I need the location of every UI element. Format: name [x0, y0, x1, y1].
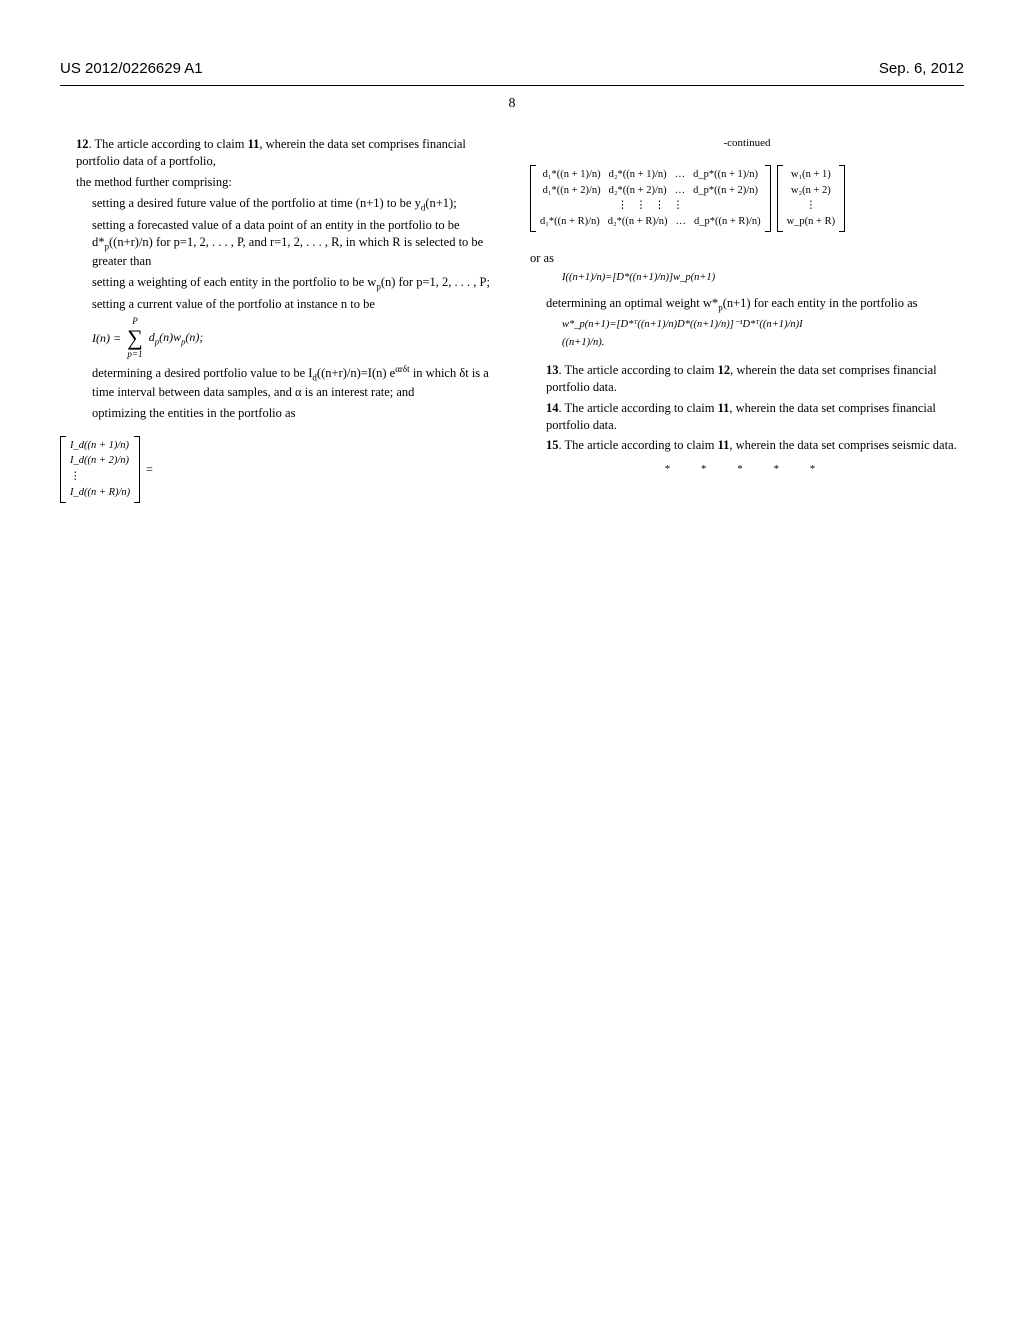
dm-31: ⋮ — [617, 198, 628, 214]
left-column: 12. The article according to claim 11, w… — [60, 136, 494, 517]
claim-15-num: 15 — [546, 438, 559, 452]
cm-r2: I_d((n + 2)/n) — [70, 453, 129, 469]
page-header: US 2012/0226629 A1 Sep. 6, 2012 — [60, 60, 964, 77]
claim-14: 14. The article according to claim 11, w… — [530, 400, 964, 434]
dm-13: … — [675, 167, 686, 183]
dm-12: d₂*((n + 1)/n) — [609, 167, 667, 183]
claim-15: 15. The article according to claim 11, w… — [530, 437, 964, 454]
sum-top: P — [132, 317, 138, 326]
dm-22: d₂*((n + 2)/n) — [609, 183, 667, 199]
dm-r4: d₁*((n + R)/n) d₂*((n + R)/n) … d_p*((n … — [540, 214, 761, 230]
wv-r4: w_p(n + R) — [787, 214, 836, 230]
claim-12: 12. The article according to claim 11, w… — [60, 136, 494, 170]
pub-date: Sep. 6, 2012 — [879, 60, 964, 77]
sum-b3: (n); — [185, 330, 203, 344]
step-e: determining a desired portfolio value to… — [60, 363, 494, 401]
dm-41: d₁*((n + R)/n) — [540, 214, 600, 230]
claim-15-tail: , wherein the data set comprises seismic… — [729, 438, 956, 452]
claim-12-body1: . The article according to claim — [89, 137, 248, 151]
wv-r2: w₂(n + 2) — [791, 183, 831, 199]
det-opt-text: determining an optimal weight w* — [546, 296, 718, 310]
step-b: setting a forecasted value of a data poi… — [60, 217, 494, 269]
dm-r2: d₁*((n + 2)/n) d₂*((n + 2)/n) … d_p*((n … — [540, 183, 761, 199]
det-opt-tail: (n+1) for each entity in the portfolio a… — [723, 296, 918, 310]
sigma-icon: ∑ P p=1 — [127, 327, 143, 349]
dm-11: d₁*((n + 1)/n) — [543, 167, 601, 183]
or-as: or as — [530, 250, 964, 267]
pub-number: US 2012/0226629 A1 — [60, 60, 203, 77]
claim-15-body: . The article according to claim — [559, 438, 718, 452]
eq-w-2: ((n+1)/n). — [530, 336, 964, 350]
two-column-layout: 12. The article according to claim 11, w… — [60, 136, 964, 517]
big-matrix-equation: d₁*((n + 1)/n) d₂*((n + 1)/n) … d_p*((n … — [530, 165, 964, 232]
dm-24: d_p*((n + 2)/n) — [693, 183, 758, 199]
dm-r1: d₁*((n + 1)/n) d₂*((n + 1)/n) … d_p*((n … — [540, 167, 761, 183]
right-bracket-icon — [765, 165, 771, 232]
claim-13-num: 13 — [546, 363, 559, 377]
step-d: setting a current value of the portfolio… — [60, 296, 494, 313]
cm-r4: I_d((n + R)/n) — [70, 485, 130, 501]
wv-r3: ⋮ — [806, 198, 817, 214]
dm-43: … — [676, 214, 687, 230]
sum-equation: I(n) = ∑ P p=1 dp(n)wp(n); — [92, 327, 494, 349]
step-a: setting a desired future value of the po… — [60, 195, 494, 214]
id-vector: I_d((n + 1)/n) I_d((n + 2)/n) ⋮ I_d((n +… — [60, 436, 140, 503]
continued-label: -continued — [530, 136, 964, 151]
wv-r1: w₁(n + 1) — [791, 167, 831, 183]
claim-15-ref: 11 — [718, 438, 730, 452]
d-matrix-body: d₁*((n + 1)/n) d₂*((n + 1)/n) … d_p*((n … — [536, 165, 765, 232]
step-e-sup: αrδt — [395, 364, 409, 374]
dm-42: d₂*((n + R)/n) — [608, 214, 668, 230]
step-a-tail: (n+1); — [425, 196, 456, 210]
sum-lhs: I(n) = — [92, 330, 121, 346]
dm-21: d₁*((n + 2)/n) — [543, 183, 601, 199]
dm-33: ⋮ — [654, 198, 665, 214]
end-stars: * * * * * — [530, 462, 964, 477]
method-line: the method further comprising: — [60, 174, 494, 191]
d-matrix: d₁*((n + 1)/n) d₂*((n + 1)/n) … d_p*((n … — [530, 165, 771, 232]
step-f: optimizing the entities in the portfolio… — [60, 405, 494, 422]
claim-14-body: . The article according to claim — [559, 401, 718, 415]
header-rule — [60, 85, 964, 86]
claim-13: 13. The article according to claim 12, w… — [530, 362, 964, 396]
equals-sign: = — [146, 461, 153, 477]
cm-r3: ⋮ — [70, 469, 81, 485]
eq-w-1: w*_p(n+1)=[D*ᵀ((n+1)/n)D*((n+1)/n)]⁻¹D*ᵀ… — [530, 318, 964, 332]
dm-44: d_p*((n + R)/n) — [694, 214, 761, 230]
column-vector-equation: I_d((n + 1)/n) I_d((n + 2)/n) ⋮ I_d((n +… — [60, 436, 494, 503]
claim-14-num: 14 — [546, 401, 559, 415]
id-vector-body: I_d((n + 1)/n) I_d((n + 2)/n) ⋮ I_d((n +… — [66, 436, 134, 503]
sum-body: dp(n)wp(n); — [149, 329, 204, 348]
step-a-text: setting a desired future value of the po… — [92, 196, 421, 210]
step-c-text: setting a weighting of each entity in th… — [92, 275, 376, 289]
step-e2: ((n+r)/n)=I(n) e — [317, 366, 395, 380]
sum-bot: p=1 — [127, 350, 142, 359]
det-opt: determining an optimal weight w*p(n+1) f… — [530, 295, 964, 314]
right-bracket-icon — [839, 165, 845, 232]
right-bracket-icon — [134, 436, 140, 503]
sum-b2: (n)w — [159, 330, 181, 344]
dm-r3: ⋮ ⋮ ⋮ ⋮ — [540, 198, 761, 214]
step-b-mid: ((n+r)/n) for p=1, 2, . . . , P, and r=1… — [92, 235, 483, 268]
w-vector-body: w₁(n + 1) w₂(n + 2) ⋮ w_p(n + R) — [783, 165, 840, 232]
claim-13-ref: 12 — [718, 363, 731, 377]
cm-r1: I_d((n + 1)/n) — [70, 438, 129, 454]
dm-34: ⋮ — [673, 198, 684, 214]
step-c: setting a weighting of each entity in th… — [60, 274, 494, 293]
w-vector: w₁(n + 1) w₂(n + 2) ⋮ w_p(n + R) — [777, 165, 846, 232]
page-number: 8 — [60, 96, 964, 112]
claim-14-ref: 11 — [718, 401, 730, 415]
dm-23: … — [675, 183, 686, 199]
step-e1: determining a desired portfolio value to… — [92, 366, 312, 380]
dm-32: ⋮ — [636, 198, 647, 214]
claim-12-num: 12 — [76, 137, 89, 151]
step-c-tail: (n) for p=1, 2, . . . , P; — [381, 275, 490, 289]
right-column: -continued d₁*((n + 1)/n) d₂*((n + 1)/n)… — [530, 136, 964, 517]
claim-12-ref: 11 — [248, 137, 260, 151]
dm-14: d_p*((n + 1)/n) — [693, 167, 758, 183]
patent-page: US 2012/0226629 A1 Sep. 6, 2012 8 12. Th… — [0, 0, 1024, 557]
eq-I: I((n+1)/n)=[D*((n+1)/n)]w_p(n+1) — [530, 271, 964, 285]
claim-13-body: . The article according to claim — [559, 363, 718, 377]
